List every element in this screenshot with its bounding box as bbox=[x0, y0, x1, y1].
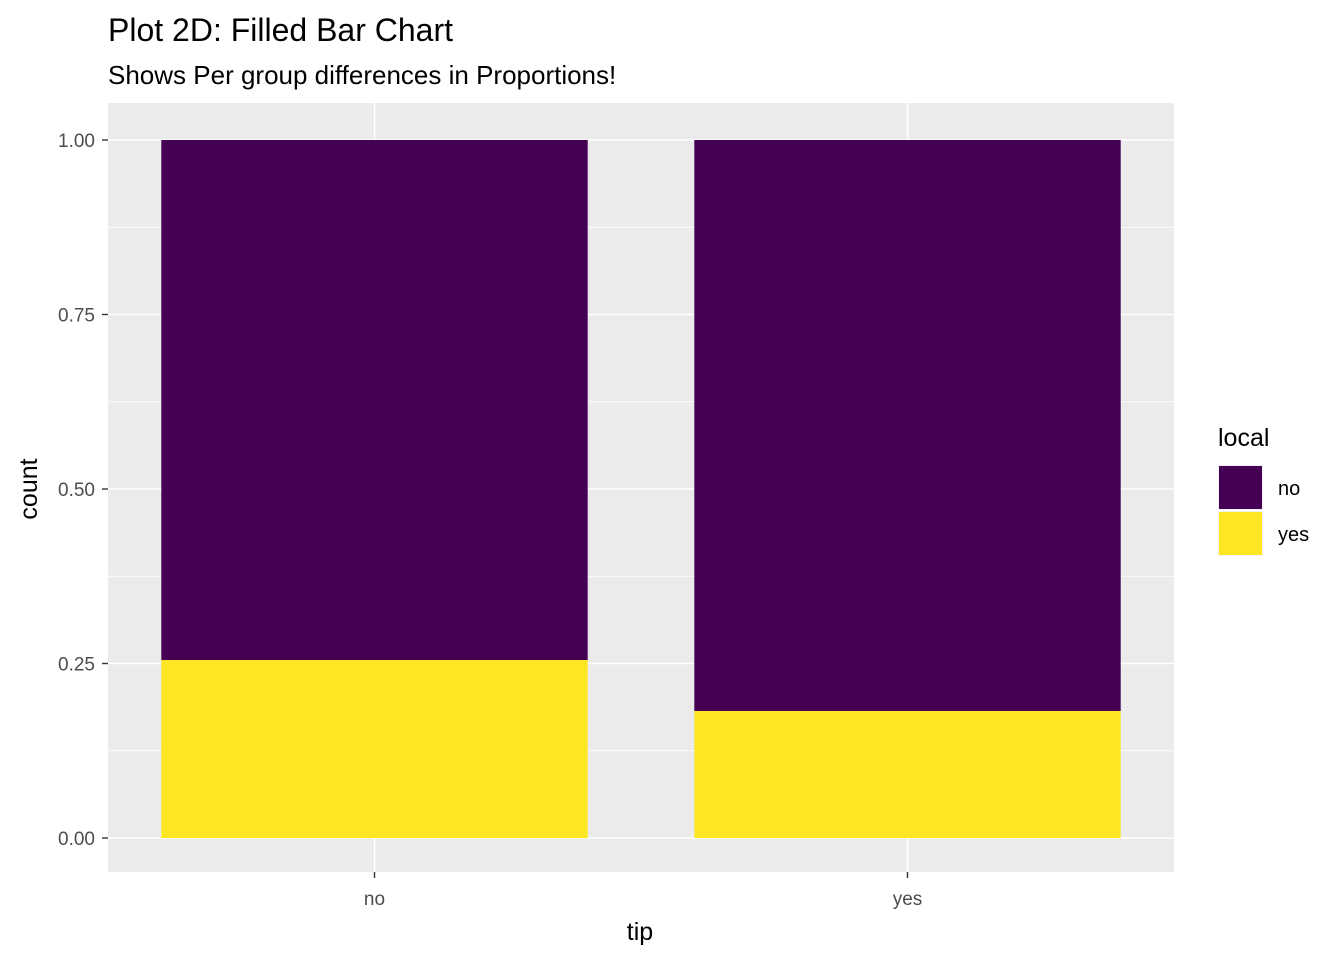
y-tick-label: 0.50 bbox=[58, 480, 95, 501]
x-tick-label: no bbox=[364, 889, 385, 910]
y-axis-title: count bbox=[15, 458, 43, 519]
bars bbox=[161, 140, 1121, 838]
y-tick-label: 0.00 bbox=[58, 829, 95, 850]
y-tick-label: 0.25 bbox=[58, 655, 95, 676]
bar-no-yes bbox=[161, 660, 588, 838]
bar-yes-no bbox=[694, 140, 1121, 711]
legend-swatch-yes bbox=[1219, 512, 1262, 555]
legend: local no yes bbox=[1218, 424, 1309, 556]
x-axis-title: tip bbox=[627, 918, 653, 946]
legend-label-yes: yes bbox=[1278, 524, 1309, 546]
legend-title: local bbox=[1218, 424, 1269, 452]
bar-yes-yes bbox=[694, 710, 1121, 838]
y-tick-label: 1.00 bbox=[58, 131, 95, 152]
x-axis: no yes bbox=[364, 872, 922, 910]
y-tick-label: 0.75 bbox=[58, 306, 95, 327]
bar-no-no bbox=[161, 140, 588, 661]
y-axis: 0.00 0.25 0.50 0.75 1.00 bbox=[58, 131, 108, 850]
legend-items: no yes bbox=[1218, 465, 1309, 556]
chart-subtitle: Shows Per group differences in Proportio… bbox=[108, 60, 616, 90]
legend-label-no: no bbox=[1278, 478, 1300, 500]
legend-swatch-no bbox=[1219, 466, 1262, 509]
x-tick-label: yes bbox=[893, 889, 923, 910]
chart-title: Plot 2D: Filled Bar Chart bbox=[108, 12, 453, 48]
